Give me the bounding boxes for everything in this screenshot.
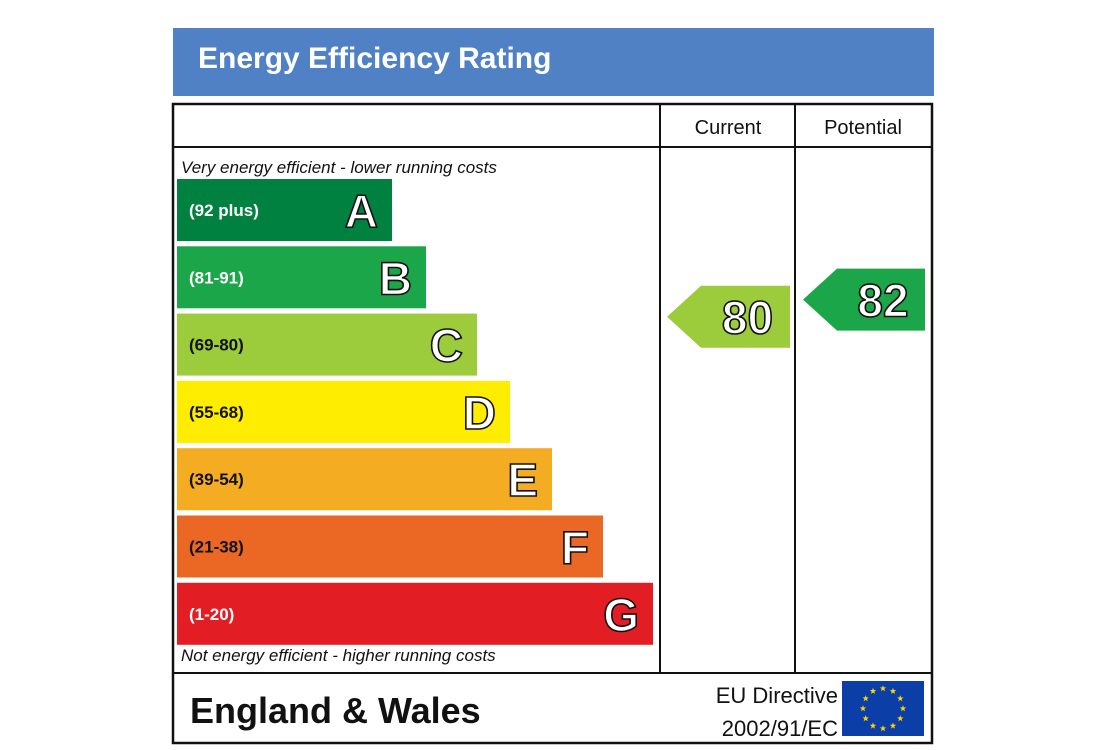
band-range-g: (1-20) [189, 605, 234, 624]
band-letter-d: D [463, 387, 496, 439]
flag-star [869, 722, 877, 729]
flag-star [869, 687, 877, 694]
band-letter-b: B [379, 252, 412, 304]
band-bar-b [177, 246, 426, 309]
flag-star [862, 715, 869, 722]
current-column-header: Current [694, 117, 762, 139]
potential-column-header: Potential [824, 117, 902, 139]
chart-title: Energy Efficiency Rating [198, 42, 552, 75]
flag-star [897, 715, 904, 722]
band-bar-a [177, 179, 392, 241]
potential-rating-arrow [803, 268, 925, 331]
flag-star [879, 725, 887, 732]
flag-star [862, 695, 869, 702]
band-bar-c [177, 313, 477, 376]
flag-star [897, 695, 904, 702]
band-range-a: (92 plus) [189, 201, 259, 220]
band-bar-e [177, 448, 552, 511]
directive-line-2: 2002/91/EC [721, 716, 838, 741]
eu-flag-icon [842, 681, 924, 736]
flag-star [889, 722, 897, 729]
band-bar-d [177, 380, 510, 443]
band-letter-e: E [507, 454, 538, 506]
band-range-e: (39-54) [189, 470, 244, 489]
bottom-scale-note: Not energy efficient - higher running co… [181, 646, 496, 665]
band-range-b: (81-91) [189, 268, 244, 287]
flag-star [859, 705, 867, 712]
band-range-d: (55-68) [189, 403, 244, 422]
band-range-c: (69-80) [189, 336, 244, 355]
flag-star [899, 705, 907, 712]
flag-star [879, 685, 887, 692]
potential-rating-value: 82 [857, 275, 908, 327]
band-letter-c: C [430, 320, 463, 372]
flag-star [889, 687, 897, 694]
top-scale-note: Very energy efficient - lower running co… [181, 158, 497, 177]
band-range-f: (21-38) [189, 538, 244, 557]
region-label: England & Wales [190, 690, 481, 731]
header-bar [173, 28, 934, 96]
current-rating-value: 80 [722, 292, 773, 344]
band-letter-f: F [561, 522, 589, 574]
band-letter-g: G [603, 589, 639, 641]
band-bar-g [177, 582, 653, 645]
band-bar-f [177, 515, 603, 578]
band-letter-a: A [345, 185, 378, 237]
directive-line-1: EU Directive [715, 683, 838, 708]
current-rating-arrow [667, 285, 790, 348]
chart-frame [171, 102, 934, 745]
